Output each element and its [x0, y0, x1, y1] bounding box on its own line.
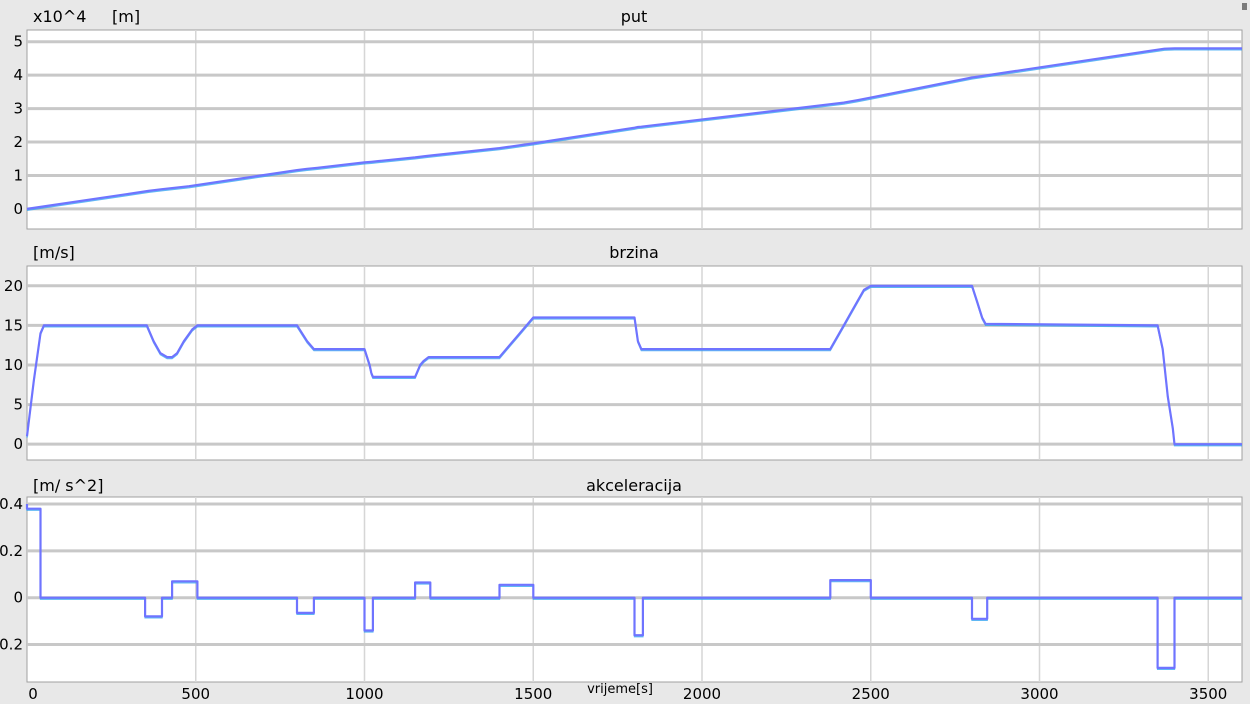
y-tick-label-put: 3: [13, 100, 23, 118]
y-tick-label-put: 2: [13, 133, 23, 151]
grid-put: [27, 30, 1242, 229]
x-tick-label: 2000: [683, 685, 721, 703]
plot-area-brzina: [26, 265, 1243, 461]
y-tick-label-brzina: 5: [13, 396, 23, 414]
x-tick-label: 1500: [514, 685, 552, 703]
y-tick-label-brzina: 10: [4, 356, 23, 374]
y-tick-label-brzina: 20: [4, 277, 23, 295]
x-tick-label: 3000: [1020, 685, 1058, 703]
y-tick-label-akceleracija: 0.2: [0, 636, 23, 654]
traces-akceleracija: [25, 504, 1242, 671]
panel-brzina: 0 5 10 15 20 brzina [m/s]: [4, 243, 1243, 461]
x-tick-label: 3500: [1189, 685, 1227, 703]
x-tick-label: 0: [28, 685, 38, 703]
traces-brzina: [25, 284, 1242, 447]
y-tick-label-put: 5: [13, 33, 23, 51]
x-tick-label: 2500: [852, 685, 890, 703]
y-unit-label-put: [m]: [112, 7, 140, 26]
series-line-akceleracija: [25, 504, 1242, 670]
y-unit-label-akceleracija: [m/ s^2]: [33, 476, 103, 495]
series-line-put: [26, 47, 1242, 210]
ticks-akceleracija: 0.4 0.2 0 0.2 0 500 1000 1500 2000 2500 3000 3500: [0, 495, 1227, 703]
y-tick-label-akceleracija: 0.4: [0, 495, 23, 513]
y-tick-label-brzina: 0: [13, 435, 23, 453]
y-tick-label-akceleracija: 0.2: [0, 542, 23, 560]
x-tick-label: 1000: [345, 685, 383, 703]
traces-put: [26, 47, 1242, 212]
y-tick-label-brzina: 15: [4, 316, 23, 334]
window-grip-icon[interactable]: [1242, 3, 1247, 10]
panel-akceleracija: 0.4 0.2 0 0.2 0 500 1000 1500 2000 2500 3000 3500 a…: [0, 476, 1243, 703]
y-exponent-label-put: x10^4: [33, 7, 86, 26]
y-tick-label-akceleracija: 0: [13, 589, 23, 607]
series-shadow-line-put: [26, 49, 1242, 212]
x-tick-label: 500: [181, 685, 210, 703]
x-axis-label: vrijeme[s]: [587, 682, 653, 697]
panel-put: 0 1 2 3 4 5 put x10^4 [m]: [13, 7, 1243, 230]
panel-title-brzina: brzina: [609, 243, 659, 262]
plot-area-akceleracija: [26, 496, 1243, 683]
y-tick-label-put: 4: [13, 66, 23, 84]
y-unit-label-brzina: [m/s]: [33, 243, 75, 262]
panel-title-put: put: [621, 7, 648, 26]
ticks-put: 0 1 2 3 4 5: [13, 33, 23, 218]
y-tick-label-put: 0: [13, 200, 23, 218]
series-line-brzina: [25, 284, 1242, 446]
y-tick-label-put: 1: [13, 166, 23, 184]
panel-title-akceleracija: akceleracija: [586, 476, 682, 495]
ticks-brzina: 0 5 10 15 20: [4, 277, 23, 453]
